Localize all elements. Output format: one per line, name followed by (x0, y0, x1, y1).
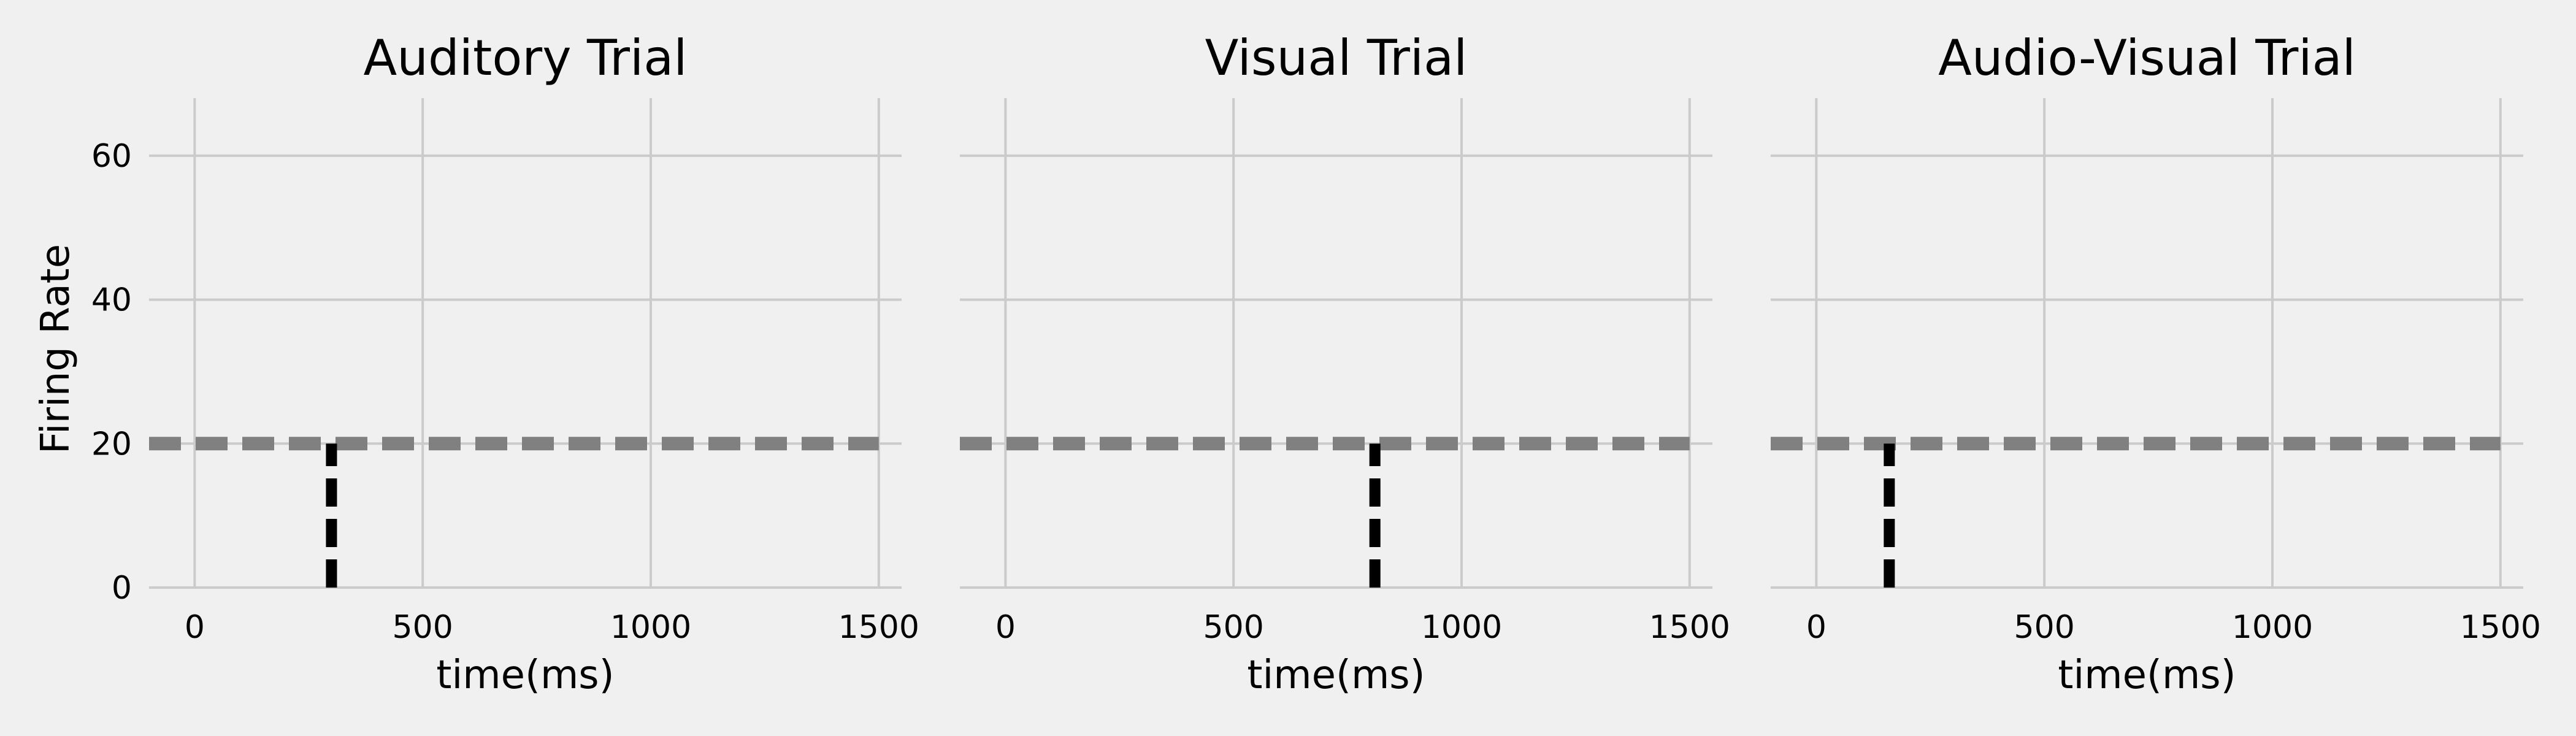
x-tick-label: 1500 (838, 609, 919, 646)
x-tick-label: 500 (393, 609, 453, 646)
x-tick-label: 0 (1806, 609, 1827, 646)
y-tick-label: 0 (112, 570, 132, 607)
x-tick-label: 0 (185, 609, 205, 646)
x-tick-label: 0 (995, 609, 1016, 646)
x-tick-label: 500 (1203, 609, 1264, 646)
x-tick-label: 1000 (2232, 609, 2313, 646)
x-tick-label: 1500 (2460, 609, 2541, 646)
x-axis-label: time(ms) (2058, 653, 2236, 698)
chart-title: Audio-Visual Trial (1938, 29, 2356, 86)
x-tick-label: 1500 (1649, 609, 1730, 646)
x-tick-label: 1000 (610, 609, 691, 646)
chart-panel-3: 0 500 1000 1500 Audio-Visual Trial time(ms) (1771, 29, 2541, 698)
y-tick-label: 20 (91, 426, 132, 462)
x-axis-label: time(ms) (1247, 653, 1425, 698)
chart-title: Auditory Trial (364, 29, 688, 86)
y-axis-label: Firing Rate (33, 244, 79, 454)
y-tick-label: 60 (91, 138, 132, 175)
y-tick-label: 40 (91, 282, 132, 319)
x-tick-label: 500 (2014, 609, 2075, 646)
chart-panel-1: 0 500 1000 1500 0 20 40 60 Auditory Trial time(ms… (33, 29, 919, 698)
x-axis-label: time(ms) (436, 653, 614, 698)
chart-title: Visual Trial (1205, 29, 1468, 86)
x-tick-label: 1000 (1421, 609, 1502, 646)
chart-panel-2: 0 500 1000 1500 Visual Trial time(ms) (960, 29, 1730, 698)
